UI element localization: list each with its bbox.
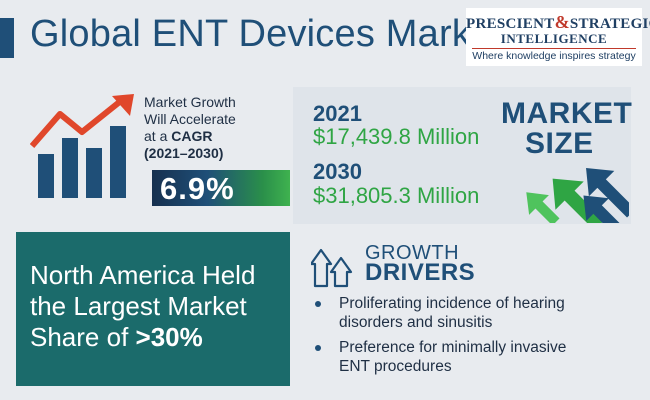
regional-share-line-2: the Largest Market (30, 291, 247, 321)
bar-chart-growth-icon (30, 94, 134, 198)
market-size-panel: 2021 $17,439.8 Million 2030 $31,805.3 Mi… (293, 87, 633, 224)
drivers-label: DRIVERS (365, 259, 476, 286)
driver-text: disorders and sinusitis (339, 314, 493, 331)
growth-drivers-panel: GROWTH DRIVERS Proliferating incidence o… (293, 234, 631, 386)
regional-share-line-3: Share of >30% (30, 322, 203, 352)
driver-text: ENT procedures (339, 358, 452, 375)
page-title: Global ENT Devices Market (30, 13, 504, 55)
regional-share-panel: North America Held the Largest Market Sh… (16, 232, 290, 386)
list-item: Proliferating incidence of hearing disor… (315, 294, 615, 332)
upward-arrows-icon (526, 168, 629, 223)
company-logo: PRESCIENT&STRATEGIC INTELLIGENCE Where k… (466, 8, 650, 66)
market-size-year: 2021 (313, 101, 362, 126)
regional-share-text: North America Held the Largest Market Sh… (30, 260, 288, 353)
cagr-value-badge: 6.9% (152, 170, 290, 206)
logo-name-line1: PRESCIENT&STRATEGIC (466, 12, 650, 32)
cagr-value: 6.9% (160, 171, 235, 206)
bullet-dot (315, 345, 321, 351)
market-size-value: $17,439.8 Million (313, 124, 480, 149)
driver-text: Proliferating incidence of hearing (339, 295, 565, 312)
market-size-value: $31,805.3 Million (313, 183, 480, 208)
list-item: Preference for minimally invasive ENT pr… (315, 338, 615, 376)
logo-name-line2: INTELLIGENCE (500, 31, 608, 46)
growth-arrows-icon (311, 248, 353, 288)
regional-share-line-1: North America Held (30, 260, 256, 290)
market-size-heading: SIZE (525, 127, 594, 160)
market-size-year: 2030 (313, 159, 362, 184)
cagr-period: (2021–2030) (144, 145, 224, 161)
growth-label: GROWTH (365, 242, 460, 264)
title-accent-bar (0, 18, 14, 58)
logo-tagline: Where knowledge inspires strategy (472, 50, 636, 62)
bullet-dot (315, 301, 321, 307)
cagr-description: Market Growth Will Accelerate at a CAGR … (144, 94, 284, 162)
cagr-panel: Market Growth Will Accelerate at a CAGR … (16, 88, 290, 224)
logo-divider (472, 48, 636, 49)
driver-text: Preference for minimally invasive (339, 339, 567, 356)
market-size-heading: MARKET (501, 97, 633, 130)
cagr-line-1: Market Growth (144, 94, 236, 110)
cagr-line-3: at a CAGR (144, 128, 213, 144)
cagr-line-2: Will Accelerate (144, 111, 236, 127)
